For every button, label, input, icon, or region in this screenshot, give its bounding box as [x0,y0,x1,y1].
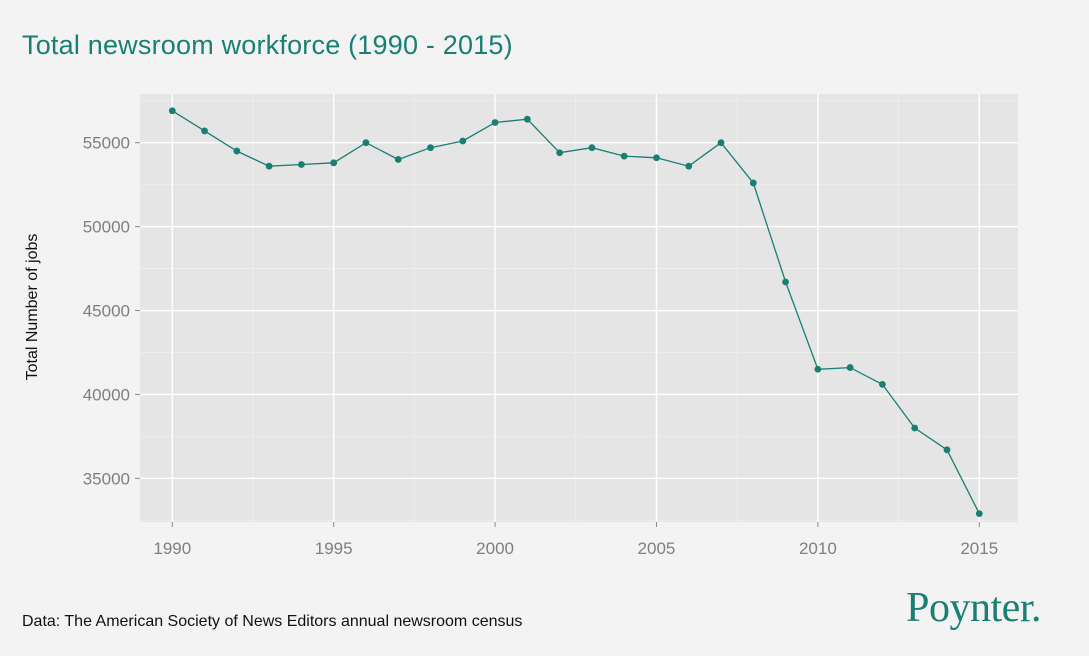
data-point [330,159,338,167]
data-point [201,127,208,135]
data-point [168,107,176,115]
data-point [297,161,305,168]
data-point [362,139,370,147]
data-point [653,154,660,162]
y-tick-label: 50000 [83,218,130,237]
data-point [588,144,596,152]
data-point [717,139,725,147]
data-point [943,446,951,454]
plot-panel [140,94,1018,522]
y-tick-label: 40000 [83,385,130,404]
data-point [394,156,402,163]
y-tick-label: 55000 [83,134,130,153]
data-point [749,179,757,187]
y-tick-label: 45000 [83,302,130,321]
x-tick-label: 2005 [638,539,676,558]
x-tick-label: 2015 [960,539,998,558]
data-point [879,380,886,388]
data-point [556,149,564,157]
x-tick-label: 2000 [476,539,514,558]
series-line [171,110,980,514]
x-tick-label: 2010 [799,539,837,558]
y-tick-label: 35000 [83,469,130,488]
x-tick-label: 1990 [153,539,191,558]
data-point [491,119,499,126]
data-point [233,147,241,155]
chart-title: Total newsroom workforce (1990 - 2015) [22,30,513,60]
data-point [911,424,919,432]
data-point [459,137,467,145]
data-point [846,364,854,371]
data-point [685,162,693,170]
data-point [523,115,531,123]
poynter-logo: Poynter. [906,585,1041,631]
data-point [814,365,822,373]
data-point [620,152,628,160]
x-tick-label: 1995 [315,539,353,558]
data-point [265,162,273,170]
data-point [975,510,983,518]
source-note: Data: The American Society of News Edito… [22,613,523,630]
data-point [427,144,434,152]
data-point [782,278,789,286]
